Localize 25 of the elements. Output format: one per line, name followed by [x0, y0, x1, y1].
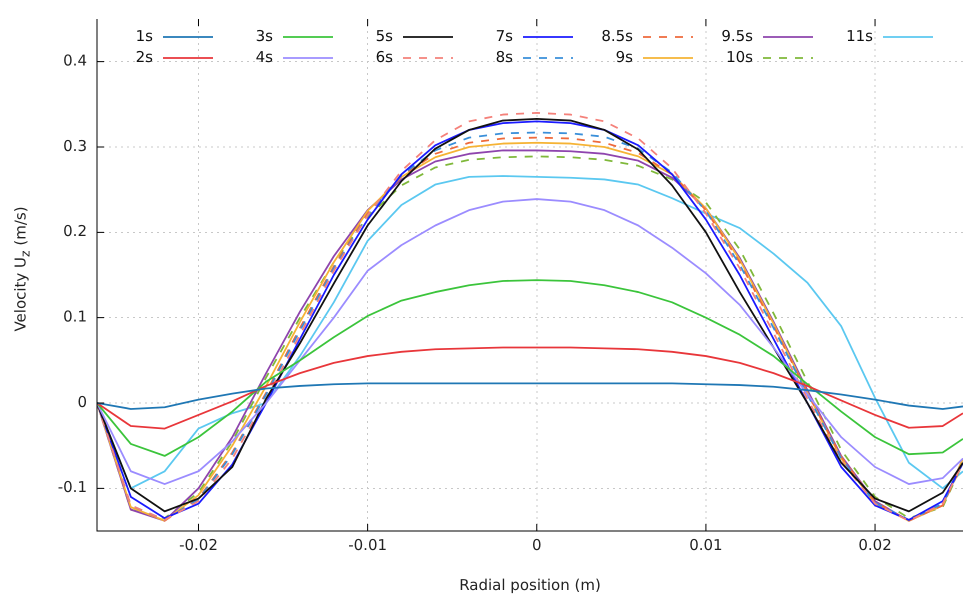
y-tick-label: 0.3	[63, 136, 87, 155]
x-tick-label: -0.02	[179, 536, 218, 554]
legend-label: 6s	[376, 48, 394, 66]
y-tick-label: 0.2	[63, 222, 87, 240]
y-tick-label: -0.1	[58, 478, 87, 496]
x-tick-label: 0.02	[858, 536, 892, 554]
legend-label: 5s	[376, 26, 394, 45]
x-tick-label: 0.01	[689, 536, 723, 554]
legend-label: 3s	[256, 26, 274, 45]
legend-label: 11s	[846, 26, 874, 45]
legend-label: 1s	[136, 26, 154, 45]
y-tick-label: 0.1	[63, 308, 87, 326]
x-tick-label: 0	[532, 536, 542, 554]
x-tick-label: -0.01	[348, 536, 388, 554]
legend-label: 2s	[136, 48, 154, 66]
legend-label: 10s	[726, 48, 754, 66]
y-tick-label: 0	[77, 392, 87, 411]
legend-label: 9.5s	[721, 26, 754, 45]
legend-label: 8.5s	[601, 26, 634, 45]
legend-label: 7s	[496, 26, 514, 45]
legend-label: 4s	[256, 48, 274, 66]
legend-label: 9s	[616, 48, 634, 66]
y-tick-label: 0.4	[63, 52, 87, 70]
legend-label: 8s	[496, 48, 514, 66]
x-axis-title: Radial position (m)	[459, 576, 601, 594]
